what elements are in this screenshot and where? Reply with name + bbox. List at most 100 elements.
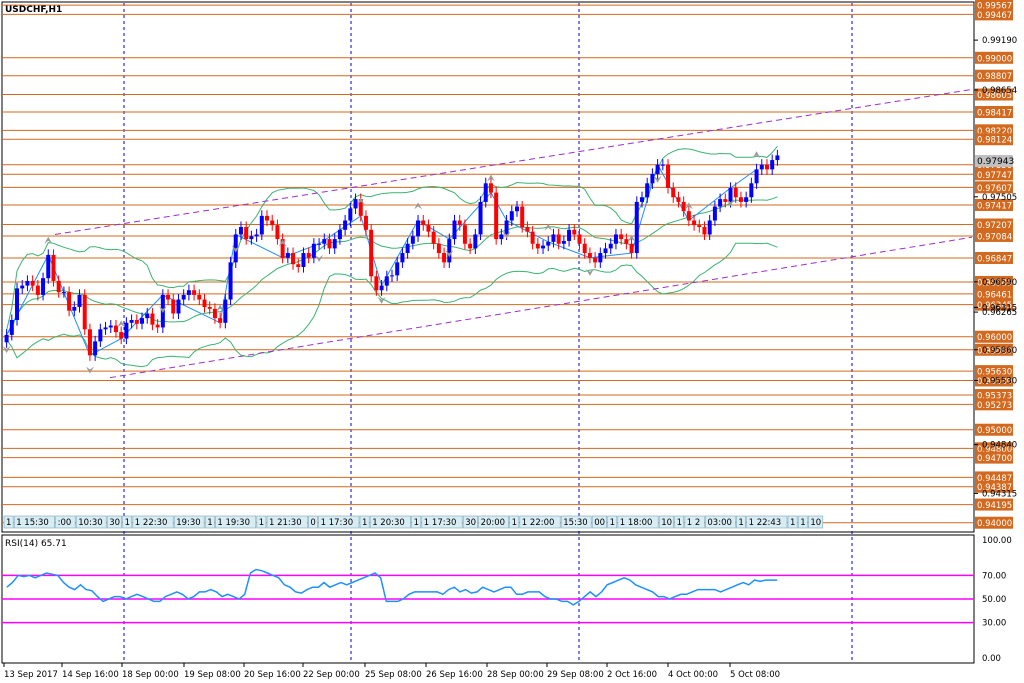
candle-body (650, 174, 655, 184)
candle-body (150, 313, 155, 325)
time-tag-13 (318, 515, 360, 529)
time-tag-26 (658, 515, 674, 529)
candle-body (374, 276, 379, 291)
level-label-19: 0.95860 (977, 346, 1012, 356)
candle-33 (176, 293, 181, 320)
candle-body (676, 197, 681, 202)
candle-45 (238, 221, 243, 241)
candle-47 (249, 230, 254, 245)
candle-body (478, 201, 483, 235)
price-tick-label-1: 0.98654 (982, 86, 1017, 96)
fractal-arrow-2 (85, 366, 94, 374)
level-tag-28 (975, 480, 1013, 493)
level-label-30: 0.94000 (977, 519, 1012, 529)
time-tag-label-4: 30 (109, 518, 120, 528)
fractal-arrow-11 (414, 202, 423, 210)
time-tag-label-28: 1 2 (687, 518, 701, 528)
candle-body (686, 211, 691, 221)
time-tag-6 (132, 515, 174, 529)
time-tag-label-13: 1 17:30 (321, 518, 354, 528)
rsi-tick-label-4: 0.00 (982, 654, 1001, 664)
time-tag-11 (266, 515, 308, 529)
time-tag-18 (462, 515, 478, 529)
candle-body (108, 325, 113, 328)
fractal-arrow-6 (231, 245, 240, 253)
candle-body (561, 240, 566, 244)
candle-body (457, 220, 462, 226)
candle-body (447, 239, 452, 263)
candle-body (238, 227, 243, 235)
candle-103 (541, 240, 546, 254)
candle-88 (462, 219, 467, 250)
chart-title: USDCHF,H1 (5, 5, 62, 15)
price-tick-label-5: 0.96265 (982, 308, 1017, 318)
level-label-25: 0.94800 (977, 445, 1012, 455)
candle-body (291, 253, 296, 265)
candle-body (9, 320, 14, 335)
candle-body (145, 313, 150, 319)
candle-body (103, 327, 108, 330)
level-tag-5 (975, 105, 1013, 118)
candle-body (634, 201, 639, 254)
candle-85 (447, 233, 452, 268)
candle-15 (82, 289, 87, 335)
candle-body (61, 292, 66, 294)
candle-body (436, 243, 441, 254)
candle-body (202, 299, 207, 307)
x-label-7: 26 Sep 16:00 (426, 670, 483, 680)
level-label-17: 0.96345 (977, 301, 1012, 311)
candle-123 (645, 177, 650, 203)
candle-body (546, 241, 551, 246)
time-tag-2 (55, 515, 76, 529)
level-tag-20 (975, 365, 1013, 378)
candle-body (124, 322, 129, 339)
candle-body (754, 169, 759, 184)
candle-122 (639, 191, 644, 208)
candle-121 (634, 196, 639, 259)
time-tag-label-15: 1 20:30 (372, 518, 405, 528)
candle-body (4, 334, 9, 343)
candle-73 (384, 270, 389, 292)
candle-body (322, 239, 327, 244)
candle-3 (20, 280, 25, 294)
candle-95 (499, 228, 504, 245)
price-tick-label-8: 0.94840 (982, 441, 1017, 451)
candle-body (207, 306, 212, 309)
level-label-24: 0.95000 (977, 426, 1012, 436)
candle-body (431, 231, 436, 244)
candle-body (46, 254, 51, 279)
candle-105 (551, 228, 556, 248)
level-tag-1 (975, 8, 1013, 21)
level-tag-10 (975, 181, 1013, 194)
fractal-arrow-7 (278, 239, 287, 247)
level-label-27: 0.94487 (977, 474, 1012, 484)
level-label-13: 0.97084 (977, 232, 1012, 242)
level-tag-23 (975, 398, 1013, 411)
candle-body (442, 253, 447, 263)
time-tag-label-27: 1 (677, 518, 682, 528)
candle-body (176, 299, 181, 314)
level-tag-14 (975, 251, 1013, 264)
candle-body (738, 197, 743, 202)
candle-124 (650, 168, 655, 189)
candle-50 (265, 210, 270, 227)
candle-body (228, 262, 233, 300)
time-tag-22 (560, 515, 592, 529)
time-tag-5 (122, 515, 133, 529)
candle-body (369, 229, 374, 277)
candle-body (749, 183, 754, 198)
candle-35 (186, 284, 191, 301)
price-panel[interactable] (1, 1, 975, 533)
candle-113 (593, 252, 598, 268)
price-tick-label-9: 0.94315 (982, 489, 1017, 499)
candle-body (296, 264, 301, 267)
candle-9 (51, 249, 56, 287)
candle-body (702, 227, 707, 235)
candle-body (639, 197, 644, 202)
time-tag-label-30: 1 (738, 518, 743, 528)
fractal-arrow-13 (486, 174, 495, 182)
candle-93 (488, 177, 493, 199)
level-tag-24 (975, 423, 1013, 436)
candle-92 (483, 177, 488, 208)
time-tag-label-6: 1 22:30 (135, 518, 168, 528)
